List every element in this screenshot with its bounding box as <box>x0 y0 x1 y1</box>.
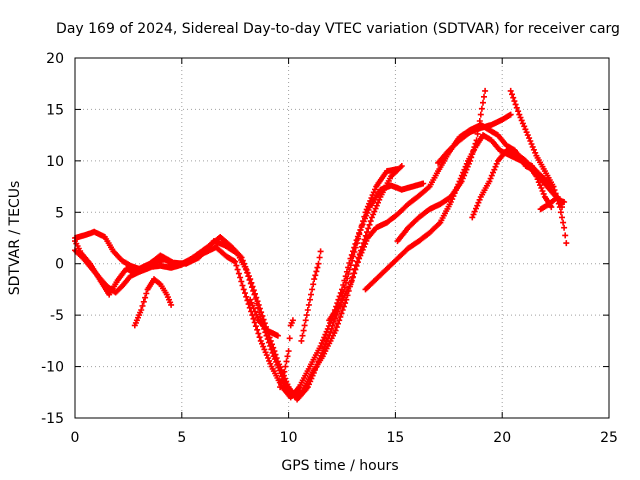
y-tick-label: 15 <box>46 102 64 118</box>
y-axis-title: SDTVAR / TECUs <box>7 181 23 296</box>
plot-border <box>74 57 610 419</box>
x-tick-label: 15 <box>386 430 404 446</box>
series-sat-m <box>298 248 324 344</box>
series-sat-j <box>131 276 175 329</box>
chart-title: Day 169 of 2024, Sidereal Day-to-day VTE… <box>56 21 620 37</box>
y-tick-label: 0 <box>55 257 64 273</box>
series-markers <box>247 296 281 339</box>
series-sat-k <box>247 296 281 339</box>
series-sat-g <box>435 111 514 166</box>
series-markers <box>298 248 324 344</box>
x-tick-label: 5 <box>177 430 186 446</box>
y-tick-label: -10 <box>41 360 64 376</box>
series-sat-i <box>507 87 570 247</box>
x-axis-title: GPS time / hours <box>281 458 398 474</box>
x-tick-label: 20 <box>493 430 511 446</box>
series-markers <box>537 193 565 213</box>
x-tick-label: 10 <box>280 430 298 446</box>
y-tick-label: 5 <box>55 205 64 221</box>
series-sat-n <box>537 193 565 213</box>
series-markers <box>469 147 555 221</box>
series-sat-h <box>469 147 555 221</box>
series-sat-l <box>277 317 296 391</box>
series-markers <box>435 111 514 166</box>
y-tick-label: -15 <box>41 411 64 427</box>
series-markers <box>131 276 175 329</box>
x-tick-label: 25 <box>600 430 618 446</box>
y-tick-label: 10 <box>46 154 64 170</box>
series-markers <box>277 317 296 391</box>
y-tick-label: -5 <box>50 308 64 324</box>
y-tick-label: 20 <box>46 51 64 67</box>
x-tick-label: 0 <box>71 430 80 446</box>
series-markers <box>394 87 489 245</box>
series-sat-f <box>394 87 489 245</box>
series-markers <box>507 87 570 247</box>
axis-ticks: 0 5 10 15 20 25 -15 -10 -5 0 5 10 15 20 <box>41 51 618 446</box>
